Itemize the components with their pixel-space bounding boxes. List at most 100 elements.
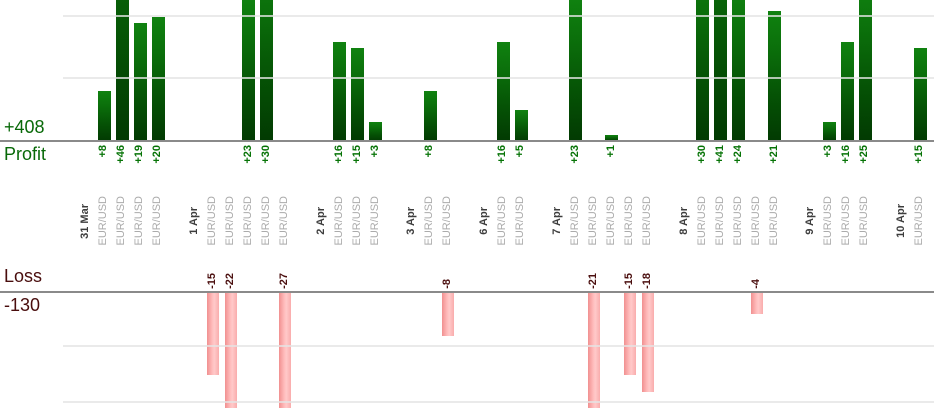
symbol-strip: EUR/USD	[567, 183, 585, 259]
loss-bar-strip	[585, 292, 603, 408]
loss-value-strip	[567, 258, 585, 289]
profit-value-strip	[748, 145, 766, 185]
loss-bar-strip	[95, 292, 113, 408]
date-label-strip: 1 Apr	[186, 183, 204, 259]
date-label-strip: 6 Apr	[476, 183, 494, 259]
loss-gridline-10	[63, 345, 934, 347]
loss-bar	[587, 292, 600, 408]
profit-bar-strip	[911, 0, 929, 141]
loss-value-strip	[349, 258, 367, 289]
trade-value-label: +41	[713, 145, 726, 164]
date-column: 10 Apr	[893, 0, 911, 420]
date-column: 31 Mar	[77, 0, 95, 420]
date-label: 6 Apr	[478, 207, 491, 235]
symbol-label: EUR/USD	[604, 196, 617, 246]
loss-bar-strip	[276, 292, 294, 408]
loss-value-strip	[240, 258, 258, 289]
trade-column: +20 EUR/USD	[149, 0, 167, 420]
profit-bar-strip	[766, 0, 784, 141]
symbol-strip: EUR/USD	[694, 183, 712, 259]
profit-gridline-20	[63, 15, 934, 17]
profit-value-strip: +1	[603, 145, 621, 185]
date-label-strip: 9 Apr	[802, 183, 820, 259]
trade-column: +25 EUR/USD	[856, 0, 874, 420]
profit-bar-strip	[603, 0, 621, 141]
profit-bar-strip	[712, 0, 730, 141]
loss-bar-strip	[349, 292, 367, 408]
loss-bar	[442, 292, 455, 336]
date-column: 7 Apr	[549, 0, 567, 420]
trade-group: 7 Apr +23 EUR/USD EUR/USD -21 +1 EUR/USD EUR/US…	[549, 0, 657, 420]
date-column: 8 Apr	[676, 0, 694, 420]
loss-value-strip	[603, 258, 621, 289]
profit-bar	[369, 122, 382, 141]
loss-bar-strip	[222, 292, 240, 408]
trade-value-label: +16	[840, 145, 853, 164]
loss-bar-strip	[494, 292, 512, 408]
loss-value-strip	[766, 258, 784, 289]
loss-axis-line	[0, 291, 934, 293]
profit-bar-strip	[856, 0, 874, 141]
symbol-strip: EUR/USD	[113, 183, 131, 259]
profit-bar	[514, 110, 528, 141]
trade-value-label: +1	[604, 145, 617, 158]
profit-value-strip	[439, 145, 457, 185]
profit-value-strip: +24	[730, 145, 748, 185]
profit-value-strip: +19	[131, 145, 149, 185]
trade-column: EUR/USD -15	[621, 0, 639, 420]
profit-bar-strip	[95, 0, 113, 141]
symbol-label: EUR/USD	[151, 196, 164, 246]
symbol-label: EUR/USD	[223, 196, 236, 246]
trade-group: 2 Apr +16 EUR/USD +15 EUR/USD +3 EUR/USD	[313, 0, 385, 420]
loss-bar-strip	[856, 292, 874, 408]
trade-column: EUR/USD -15	[204, 0, 222, 420]
loss-value-strip: -18	[639, 258, 657, 289]
loss-value-strip	[838, 258, 856, 289]
profit-value-strip: +23	[240, 145, 258, 185]
trade-column: +5 EUR/USD	[512, 0, 530, 420]
trade-value-label: +8	[97, 145, 110, 158]
loss-value-strip: -27	[276, 258, 294, 289]
profit-bar-strip	[748, 0, 766, 141]
loss-value-strip	[421, 258, 439, 289]
date-column: 3 Apr	[403, 0, 421, 420]
loss-value-strip	[712, 258, 730, 289]
symbol-strip: EUR/USD	[258, 183, 276, 259]
profit-bar-strip	[567, 0, 585, 141]
trade-value-label: +21	[767, 145, 780, 164]
trade-column: +16 EUR/USD	[838, 0, 856, 420]
date-column: 1 Apr	[186, 0, 204, 420]
trade-column: EUR/USD -27	[276, 0, 294, 420]
loss-value-strip: -15	[621, 258, 639, 289]
loss-bar-strip	[421, 292, 439, 408]
profit-bar	[423, 91, 437, 141]
trade-value-label: -15	[622, 273, 635, 289]
profit-axis-line	[0, 140, 934, 142]
loss-bar-strip	[113, 292, 131, 408]
profit-value-strip: +5	[512, 145, 530, 185]
profit-bar-strip	[730, 0, 748, 141]
trade-column: EUR/USD -8	[439, 0, 457, 420]
profit-bar	[260, 0, 274, 141]
profit-value-strip: +21	[766, 145, 784, 185]
trade-value-label: +15	[913, 145, 926, 164]
loss-gridline-20	[63, 401, 934, 403]
profit-value-strip: +23	[567, 145, 585, 185]
profit-value-strip: +8	[95, 145, 113, 185]
symbol-label: EUR/USD	[749, 196, 762, 246]
trade-column: +16 EUR/USD	[331, 0, 349, 420]
loss-bar-strip	[131, 292, 149, 408]
trade-column: EUR/USD -18	[639, 0, 657, 420]
loss-value-strip	[149, 258, 167, 289]
trade-column: +24 EUR/USD	[730, 0, 748, 420]
profit-bar-strip	[585, 0, 603, 141]
loss-bar-strip	[694, 292, 712, 408]
trade-value-label: +8	[423, 145, 436, 158]
trade-column: +21 EUR/USD	[766, 0, 784, 420]
loss-bar-strip	[748, 292, 766, 408]
symbol-label: EUR/USD	[115, 196, 128, 246]
trade-value-label: -21	[586, 273, 599, 289]
loss-value-strip	[730, 258, 748, 289]
symbol-strip: EUR/USD	[439, 183, 457, 259]
profit-bar	[714, 0, 727, 141]
